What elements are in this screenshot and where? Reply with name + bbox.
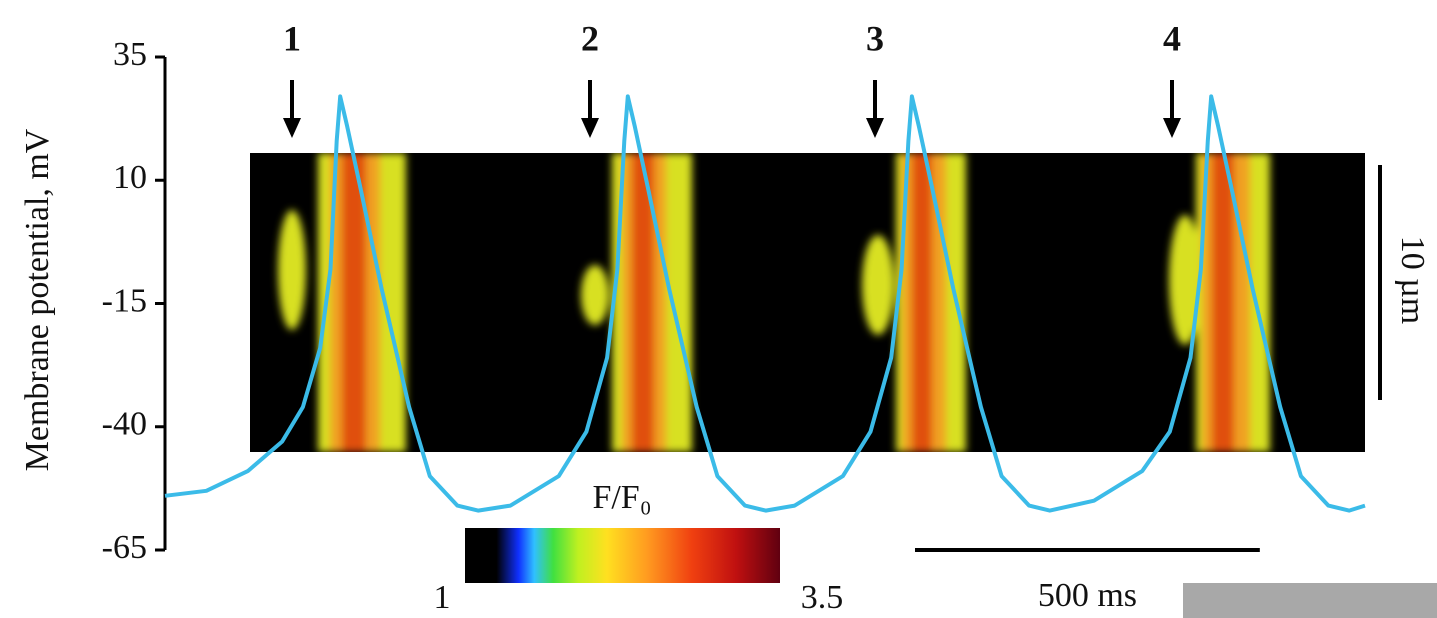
y-tick-label: -40 (102, 406, 147, 443)
stimulus-number: 4 (1163, 18, 1181, 58)
space-scale-label: 10 µm (1394, 236, 1431, 325)
colorbar-min: 1 (434, 579, 451, 616)
stimulus-arrowhead (1163, 118, 1181, 138)
membrane-potential-trace (164, 94, 1366, 513)
stimulus-arrowhead (866, 118, 884, 138)
stimulus-arrowhead (283, 118, 301, 138)
colorbar-max: 3.5 (801, 579, 844, 616)
y-tick-label: 35 (113, 36, 147, 73)
y-tick-label: 10 (113, 159, 147, 196)
y-axis-label: Membrane potential, mV (19, 128, 56, 471)
stimulus-number: 3 (866, 18, 884, 58)
y-tick-label: -15 (102, 282, 147, 319)
y-tick-label: -65 (102, 529, 147, 566)
colorbar-label: F/F₀ (592, 479, 651, 516)
colorbar (465, 528, 780, 583)
stimulus-arrowhead (581, 118, 599, 138)
stimulus-number: 2 (581, 18, 599, 58)
image-fragment (1183, 583, 1437, 618)
time-scale-label: 500 ms (1038, 577, 1137, 614)
stimulus-number: 1 (283, 18, 301, 58)
